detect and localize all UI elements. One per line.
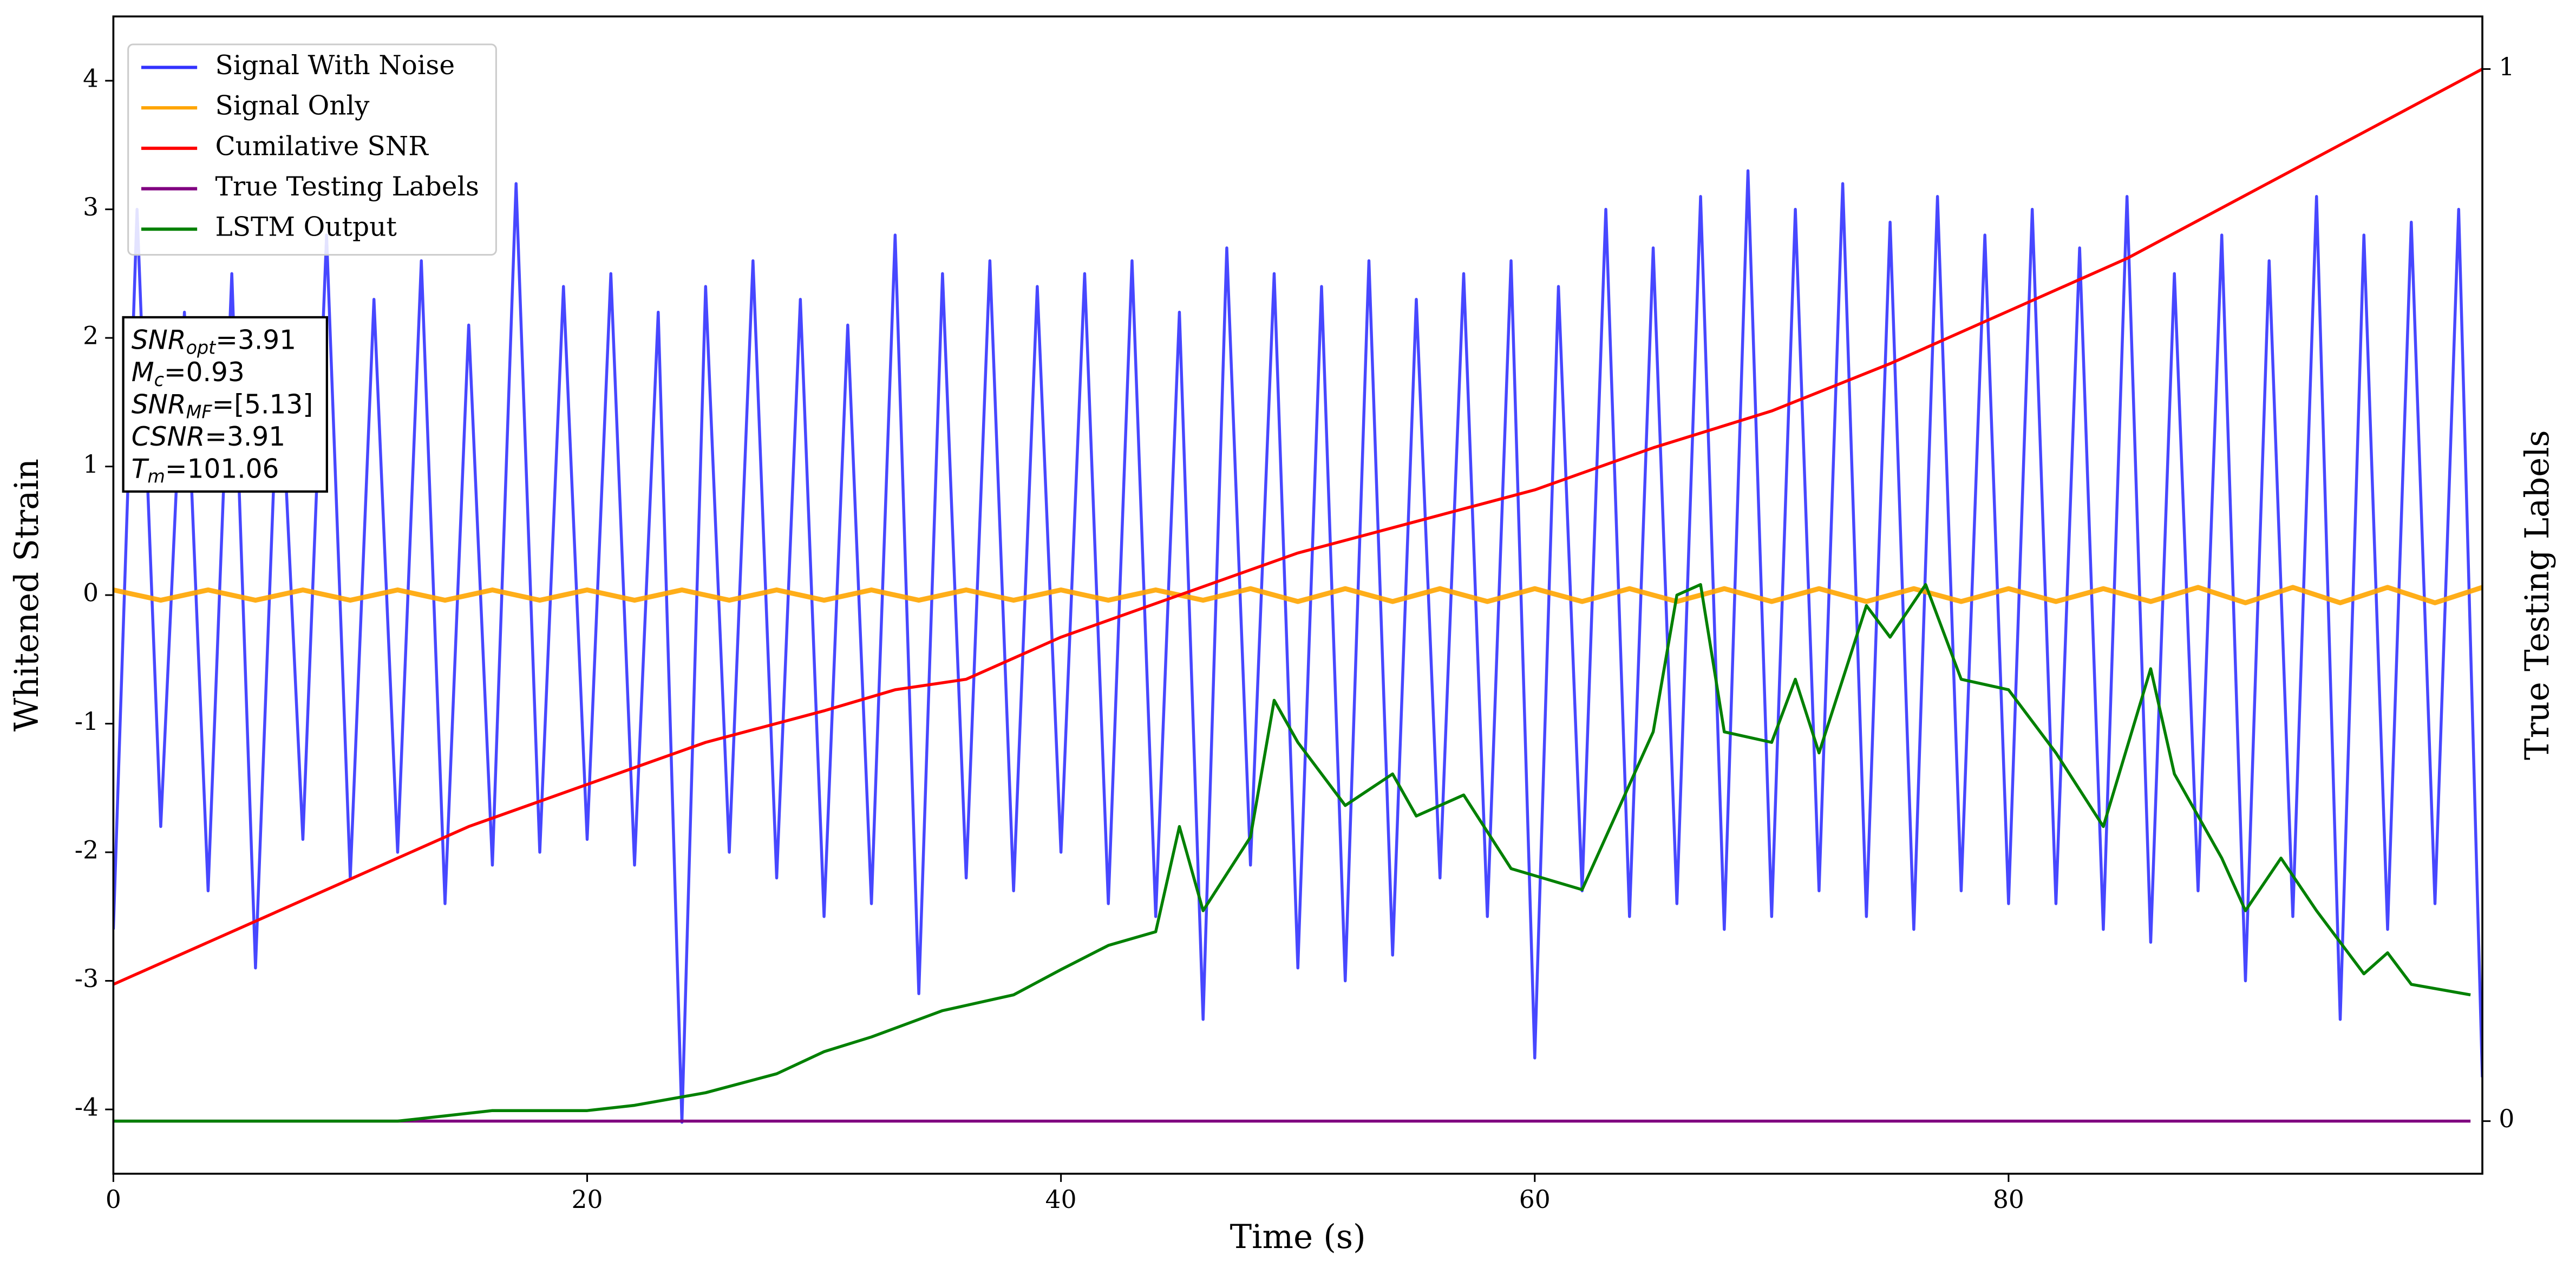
- y-tick-label: 2: [83, 322, 99, 350]
- y-tick-label: -3: [75, 964, 99, 993]
- legend-label: Cumilative SNR: [215, 131, 429, 161]
- annotation-base: T: [132, 454, 149, 485]
- legend-label: Signal With Noise: [215, 50, 455, 81]
- series-line: [113, 583, 2471, 1123]
- plot-frame: [112, 15, 2483, 1175]
- annotation-line: SNRopt=3.91: [132, 325, 296, 358]
- annotation-box: [122, 316, 328, 493]
- x-tick-label: 60: [1519, 1185, 1551, 1214]
- annotation-sub: MF: [186, 401, 213, 422]
- annotation-line: Mc=0.93: [132, 357, 245, 390]
- x-axis-label: Time (s): [1230, 1218, 1366, 1256]
- y2-tick-label: 1: [2499, 53, 2514, 81]
- annotation-line: SNRMF=[5.13]: [132, 390, 313, 423]
- y-tick-label: 3: [83, 193, 99, 221]
- annotation-text: =3.91: [215, 325, 296, 356]
- x-tick-label: 80: [1993, 1185, 2024, 1214]
- annotation-base: SNR: [132, 390, 186, 420]
- y-tick-label: 0: [83, 579, 99, 607]
- y-tick-label: -4: [75, 1093, 99, 1122]
- annotation-line: Tm=101.06: [132, 454, 279, 487]
- y-tick-label: -1: [75, 707, 99, 736]
- y-tick-label: 4: [83, 64, 99, 93]
- x-tick-label: 20: [572, 1185, 603, 1214]
- y2-axis-label: True Testing Labels: [2519, 430, 2557, 760]
- series-line: [113, 585, 2483, 605]
- y-tick-label: 1: [83, 450, 99, 479]
- series-line: [113, 169, 2483, 1124]
- legend-label: True Testing Labels: [215, 172, 479, 202]
- series-line: [113, 68, 2483, 986]
- annotation-text: =[5.13]: [212, 390, 313, 420]
- annotation-line: CSNR=3.91: [132, 422, 285, 452]
- annotation-text: =3.91: [205, 422, 285, 452]
- y2-tick-label: 0: [2499, 1105, 2514, 1133]
- annotation-base: M: [132, 357, 154, 388]
- annotation-sub: opt: [186, 337, 217, 358]
- legend-label: Signal Only: [215, 91, 370, 121]
- annotation-sub: m: [147, 466, 165, 487]
- legend-box: [127, 43, 497, 256]
- annotation-text: =101.06: [165, 454, 279, 485]
- legend-label: LSTM Output: [215, 212, 397, 243]
- x-tick-label: 0: [106, 1185, 121, 1214]
- annotation-text: =0.93: [164, 357, 245, 388]
- annotation-base: CSNR: [132, 422, 205, 452]
- annotation-sub: c: [154, 369, 164, 390]
- x-tick-label: 40: [1045, 1185, 1077, 1214]
- y-tick-label: -2: [75, 836, 99, 865]
- y-axis-label: Whitened Strain: [8, 459, 46, 731]
- annotation-base: SNR: [132, 325, 186, 356]
